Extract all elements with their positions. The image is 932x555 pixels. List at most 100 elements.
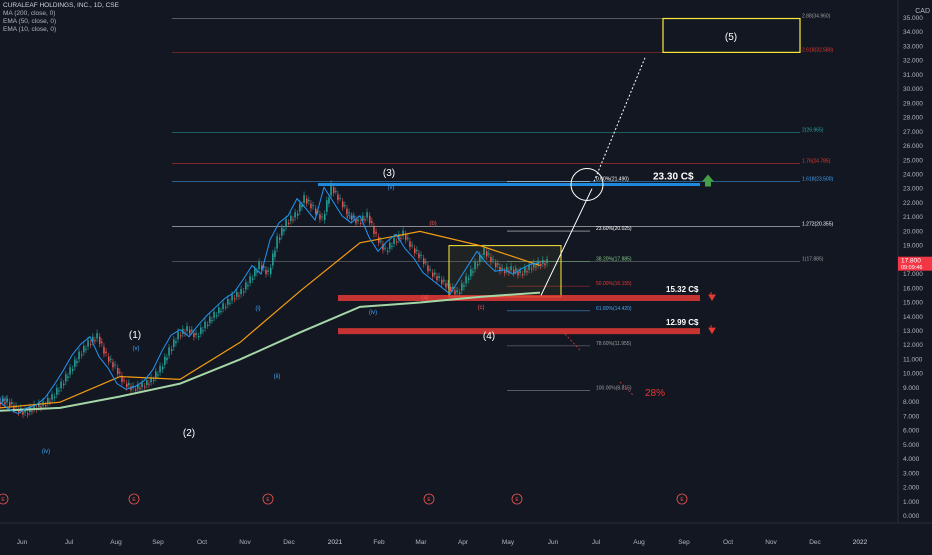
- candle-body: [504, 271, 506, 274]
- candle-body: [207, 324, 209, 326]
- price-tick-label: 13.000: [903, 328, 923, 335]
- candle-body: [51, 394, 53, 400]
- candle-body: [405, 234, 407, 240]
- candle-body: [546, 259, 548, 264]
- candle-body: [506, 266, 508, 271]
- candle-body: [45, 405, 47, 407]
- candle-body: [69, 367, 71, 375]
- candle-body: [11, 402, 13, 404]
- candle-body: [492, 259, 494, 261]
- subwave-label: (c): [478, 305, 485, 311]
- ma200-line: [0, 291, 541, 412]
- candle-body: [265, 269, 267, 275]
- price-tick-label: 29.000: [903, 100, 923, 107]
- candle-body: [267, 270, 269, 272]
- candle-body: [445, 283, 447, 288]
- candle-body: [371, 221, 373, 223]
- candle-body: [488, 253, 490, 255]
- candle-body: [517, 271, 519, 276]
- candle-body: [272, 253, 274, 266]
- candle-body: [369, 215, 371, 224]
- candle-body: [459, 292, 461, 295]
- candle-body: [420, 254, 422, 256]
- candle-body: [486, 251, 488, 257]
- candle-body: [76, 361, 78, 364]
- candle-body: [229, 302, 231, 304]
- price-tick-label: 17.000: [903, 271, 923, 278]
- candle-body: [117, 368, 119, 375]
- subwave-label: (v): [388, 185, 395, 191]
- candle-body: [60, 381, 62, 389]
- candle-body: [454, 290, 456, 295]
- legend-title: CURALEAF HOLDINGS, INC., 1D, CSE: [3, 2, 119, 9]
- subwave-label: (a): [421, 295, 428, 301]
- candle-body: [231, 294, 233, 301]
- candle-body: [508, 270, 510, 273]
- candle-body: [447, 283, 449, 286]
- legend-ema50: EMA (50, close, 0): [3, 18, 57, 25]
- candle-body: [297, 213, 299, 216]
- candle-body: [387, 250, 389, 252]
- price-tick-label: 35.000: [903, 15, 923, 22]
- candle-body: [423, 258, 425, 265]
- candle-body: [452, 286, 454, 289]
- time-tick-label: Jun: [548, 539, 559, 546]
- candle-body: [135, 389, 137, 391]
- candle-body: [168, 347, 170, 356]
- candle-body: [81, 354, 83, 356]
- candle-body: [524, 267, 526, 273]
- price-tick-label: 19.000: [903, 243, 923, 250]
- price-tick-label: 24.000: [903, 171, 923, 178]
- price-tick-label: 31.000: [903, 72, 923, 79]
- price-tick-label: 23.000: [903, 186, 923, 193]
- candle-body: [522, 274, 524, 276]
- price-tick-label: 15.000: [903, 300, 923, 307]
- candle-body: [479, 254, 481, 262]
- subwave-label: (iii): [0, 397, 8, 403]
- candle-body: [438, 276, 440, 279]
- candle-body: [308, 200, 310, 202]
- candle-body: [382, 244, 384, 250]
- price-tick-label: 5.000: [903, 442, 920, 449]
- candle-body: [513, 269, 515, 274]
- price-tick-label: 32.000: [903, 58, 923, 65]
- candle-body: [83, 345, 85, 353]
- candle-body: [162, 366, 164, 370]
- time-tick-label: Nov: [765, 539, 777, 546]
- candle-body: [254, 269, 256, 277]
- time-tick-label: Aug: [110, 539, 122, 546]
- candle-body: [236, 291, 238, 297]
- candle-body: [261, 265, 263, 270]
- candle-body: [47, 397, 49, 404]
- candle-body: [18, 409, 20, 413]
- candle-body: [72, 369, 74, 371]
- time-tick-label: 2022: [853, 539, 868, 546]
- price-tick-label: 8.000: [903, 399, 920, 406]
- candle-body: [490, 257, 492, 262]
- candle-body: [351, 215, 353, 220]
- candle-body: [274, 250, 276, 258]
- fib-level-label: 1(17.885): [802, 256, 824, 262]
- event-marker-icon: [676, 493, 688, 505]
- subwave-label: (v): [133, 346, 140, 352]
- candle-body: [263, 266, 265, 268]
- down-arrow-icon: [708, 291, 716, 301]
- candle-body: [427, 265, 429, 272]
- candle-body: [175, 341, 177, 344]
- fib-level-label: 2(26.965): [802, 127, 824, 133]
- candle-body: [456, 290, 458, 293]
- price-tick-label: 3.000: [903, 470, 920, 477]
- price-tick-label: 6.000: [903, 428, 920, 435]
- chart-legend: CURALEAF HOLDINGS, INC., 1D, CSE MA (200…: [3, 2, 119, 34]
- candle-body: [324, 213, 326, 221]
- candle-body: [418, 253, 420, 259]
- candle-body: [164, 356, 166, 365]
- candle-body: [171, 349, 173, 351]
- price-tick-label: 26.000: [903, 143, 923, 150]
- candle-body: [432, 272, 434, 277]
- wave-label: (5): [725, 32, 737, 43]
- fib-level-label: 23.60%(20.025): [596, 226, 632, 232]
- candle-body: [74, 359, 76, 367]
